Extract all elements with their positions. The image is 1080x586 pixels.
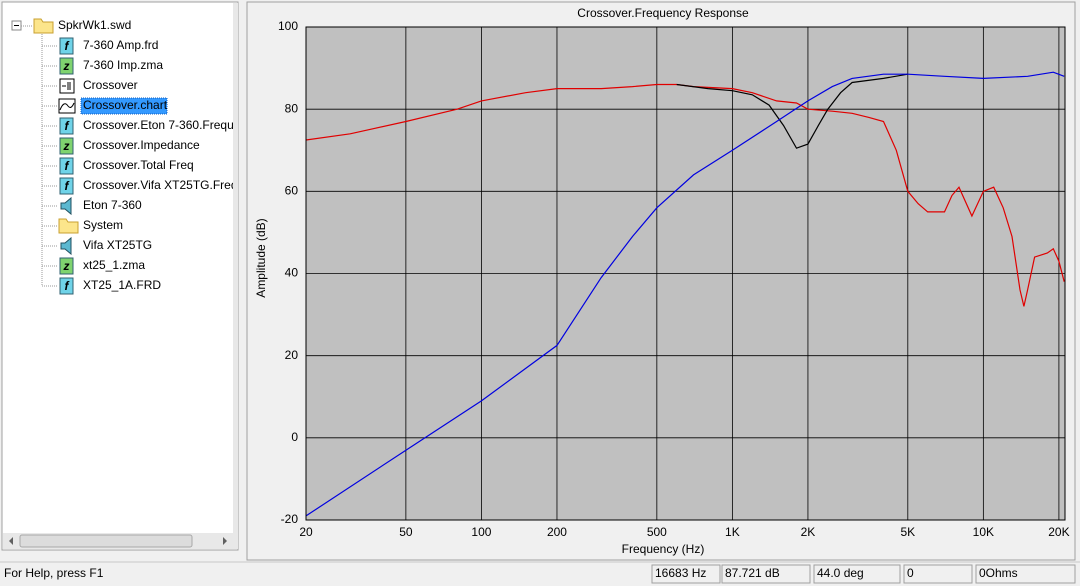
status-value: 0Ohms — [979, 566, 1018, 580]
file-icon-letter: f — [65, 159, 70, 173]
speaker-icon — [60, 196, 72, 216]
x-tick-label: 50 — [399, 525, 413, 539]
folder-icon — [58, 218, 79, 234]
file-icon — [59, 157, 74, 175]
y-tick-label: 60 — [285, 184, 299, 198]
status-field — [903, 564, 973, 584]
y-tick-label: -20 — [281, 512, 299, 526]
tree-item[interactable]: 7-360 Imp.zma — [83, 58, 163, 72]
file-icon — [59, 57, 74, 75]
series-line — [305, 83, 1065, 307]
x-tick-label: 5K — [900, 525, 915, 539]
status-value: 44.0 deg — [817, 566, 864, 580]
tree-panel — [1, 1, 239, 551]
tree-root[interactable]: SpkrWk1.swd — [58, 18, 131, 32]
tree-item[interactable]: XT25_1A.FRD — [83, 278, 161, 292]
tree-item[interactable]: Vifa XT25TG — [83, 238, 152, 252]
file-icon-letter: f — [65, 279, 70, 293]
crossover-icon — [59, 78, 75, 94]
x-tick-label: 20 — [299, 525, 313, 539]
tree-item[interactable]: Crossover — [83, 78, 138, 92]
selection — [80, 97, 168, 115]
y-axis-label: Amplitude (dB) — [254, 218, 268, 297]
status-help: For Help, press F1 — [4, 566, 104, 580]
chart-title: Crossover.Frequency Response — [577, 6, 749, 20]
series-line — [305, 71, 1065, 517]
status-field — [813, 564, 901, 584]
tree-item[interactable]: Crossover.chart — [83, 98, 168, 112]
y-tick-label: 20 — [285, 348, 299, 362]
tree-item[interactable]: Crossover.Impedance — [83, 138, 200, 152]
tree-item[interactable]: 7-360 Amp.frd — [83, 38, 158, 52]
plot-border — [305, 26, 1066, 521]
status-value: 0 — [907, 566, 914, 580]
status-value: 16683 Hz — [655, 566, 706, 580]
v-scrollbar — [233, 3, 238, 549]
file-icon — [59, 177, 74, 195]
status-value: 87.721 dB — [725, 566, 780, 580]
x-tick-label: 500 — [647, 525, 667, 539]
file-icon — [59, 117, 74, 135]
x-tick-label: 100 — [471, 525, 491, 539]
folder-icon — [33, 18, 54, 34]
file-icon — [59, 257, 74, 275]
x-tick-label: 2K — [801, 525, 816, 539]
y-tick-label: 0 — [291, 430, 298, 444]
tree-item[interactable]: Crossover.Vifa XT25TG.Frequ — [83, 178, 244, 192]
y-tick-label: 40 — [285, 266, 299, 280]
file-icon-letter: f — [65, 179, 70, 193]
file-icon-letter: z — [63, 139, 70, 153]
tree-item[interactable]: System — [83, 218, 123, 232]
series-line — [676, 73, 908, 149]
y-tick-label: 100 — [278, 19, 298, 33]
scroll-thumb[interactable] — [19, 534, 193, 548]
x-tick-label: 1K — [725, 525, 740, 539]
tree-item[interactable]: Crossover.Eton 7-360.Freque — [83, 118, 241, 132]
file-icon-letter: f — [65, 39, 70, 53]
tree: SpkrWk1.swd f 7-360 Amp.frd z 7-360 Imp.zma… — [11, 18, 244, 295]
file-icon-letter: z — [63, 259, 70, 273]
tree-item[interactable]: xt25_1.zma — [83, 258, 145, 272]
file-icon-letter: z — [63, 59, 70, 73]
status-field — [651, 564, 721, 584]
tree-item[interactable]: Eton 7-360 — [83, 198, 142, 212]
x-tick-label: 10K — [973, 525, 994, 539]
file-icon — [59, 37, 74, 55]
file-icon — [59, 277, 74, 295]
tree-item[interactable]: Crossover.Total Freq — [83, 158, 194, 172]
chart-icon-curve — [59, 102, 75, 111]
y-tick-label: 80 — [285, 101, 299, 115]
speaker-icon — [60, 236, 72, 256]
x-tick-label: 200 — [547, 525, 567, 539]
status-field — [975, 564, 1076, 584]
status-field — [721, 564, 811, 584]
file-icon — [59, 137, 74, 155]
x-tick-label: 20K — [1048, 525, 1069, 539]
x-axis-label: Frequency (Hz) — [622, 542, 705, 556]
status-bar — [0, 562, 1080, 586]
file-icon-letter: f — [65, 119, 70, 133]
chart-icon — [58, 98, 76, 114]
